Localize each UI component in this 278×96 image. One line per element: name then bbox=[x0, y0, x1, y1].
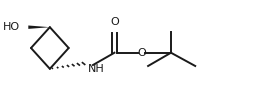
Text: HO: HO bbox=[3, 22, 20, 32]
Text: O: O bbox=[110, 17, 119, 26]
Text: NH: NH bbox=[88, 64, 104, 74]
Text: O: O bbox=[137, 48, 146, 58]
Polygon shape bbox=[28, 25, 50, 29]
